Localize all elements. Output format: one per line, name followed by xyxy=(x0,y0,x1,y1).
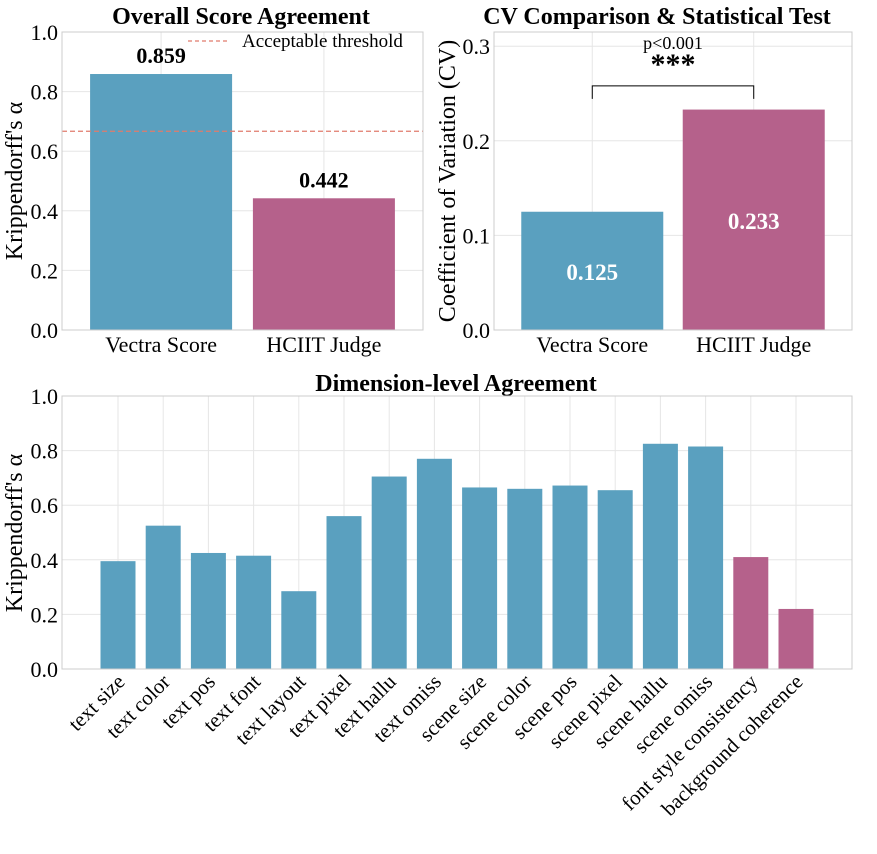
significance-bracket xyxy=(591,85,755,99)
bar-text-font xyxy=(236,555,272,669)
x-tick-label: HCIIT Judge xyxy=(266,332,381,357)
y-tick-label: 0.1 xyxy=(463,223,491,248)
y-tick-label: 0.0 xyxy=(31,318,59,343)
y-tick-label: 0.8 xyxy=(31,439,59,464)
y-tick-label: 0.6 xyxy=(31,493,59,518)
bar-text-color xyxy=(145,525,181,669)
bar-hciit-judge xyxy=(682,109,825,330)
y-tick-label: 0.4 xyxy=(31,548,59,573)
overall-chart-title: Overall Score Agreement xyxy=(112,4,370,30)
y-tick-label: 0.0 xyxy=(463,318,491,343)
dimension-y-axis-label: Krippendorff's α xyxy=(2,453,28,612)
bar-text-layout xyxy=(281,591,317,669)
bar-scene-hallu xyxy=(642,443,678,669)
bar-scene-size xyxy=(462,487,498,669)
value-label: 0.125 xyxy=(566,260,618,285)
y-tick-label: 0.8 xyxy=(31,80,59,105)
y-tick-label: 0.4 xyxy=(31,199,59,224)
value-label: 0.859 xyxy=(136,43,186,68)
bar-vectra-score xyxy=(521,211,664,330)
bar-text-hallu xyxy=(371,476,407,669)
bar-text-size xyxy=(100,561,136,669)
bar-scene-color xyxy=(507,488,543,669)
y-tick-label: 0.3 xyxy=(463,34,491,59)
bar-background-coherence xyxy=(778,608,814,669)
cv-y-axis-label: Coefficient of Variation (CV) xyxy=(435,40,461,322)
x-tick-label: HCIIT Judge xyxy=(696,332,811,357)
bar-text-pos xyxy=(190,552,226,669)
bar-font-style-consistency xyxy=(733,557,769,669)
dimension-agreement-panel: Dimension-level Agreement Krippendorff's… xyxy=(2,371,853,821)
bar-text-omiss xyxy=(416,458,452,669)
overall-plot-frame xyxy=(61,31,424,331)
overall-y-axis-label: Krippendorff's α xyxy=(2,101,28,260)
p-value-text: p<0.001 xyxy=(643,33,703,53)
bar-scene-pixel xyxy=(597,490,633,669)
y-tick-label: 0.2 xyxy=(31,258,59,283)
bar-hciit-judge xyxy=(252,198,395,330)
significance-stars: *** xyxy=(651,48,696,81)
bar-text-pixel xyxy=(326,516,362,669)
y-tick-label: 0.6 xyxy=(31,139,59,164)
y-tick-label: 0.0 xyxy=(31,657,59,682)
legend-threshold-label: Acceptable threshold xyxy=(242,31,403,52)
dimension-chart-title: Dimension-level Agreement xyxy=(315,371,597,397)
bar-scene-omiss xyxy=(688,446,724,669)
y-tick-label: 1.0 xyxy=(31,384,59,409)
significance-annotation: *** p<0.001 xyxy=(591,33,755,99)
x-tick-label: Vectra Score xyxy=(105,332,217,357)
cv-chart-title: CV Comparison & Statistical Test xyxy=(483,4,831,30)
x-tick-label: Vectra Score xyxy=(536,332,648,357)
value-label: 0.233 xyxy=(728,209,780,234)
y-tick-label: 0.2 xyxy=(31,602,59,627)
y-tick-label: 1.0 xyxy=(31,20,59,45)
legend: Acceptable threshold xyxy=(188,31,403,52)
cv-plot-frame xyxy=(493,31,853,331)
bar-vectra-score xyxy=(90,74,233,330)
cv-comparison-panel: CV Comparison & Statistical Test Coeffic… xyxy=(435,4,853,357)
y-tick-label: 0.2 xyxy=(463,129,491,154)
dimension-plot-frame xyxy=(61,395,853,670)
overall-agreement-panel: Overall Score Agreement Krippendorff's α… xyxy=(2,4,424,357)
bar-scene-pos xyxy=(552,485,588,669)
value-label: 0.442 xyxy=(299,167,349,192)
